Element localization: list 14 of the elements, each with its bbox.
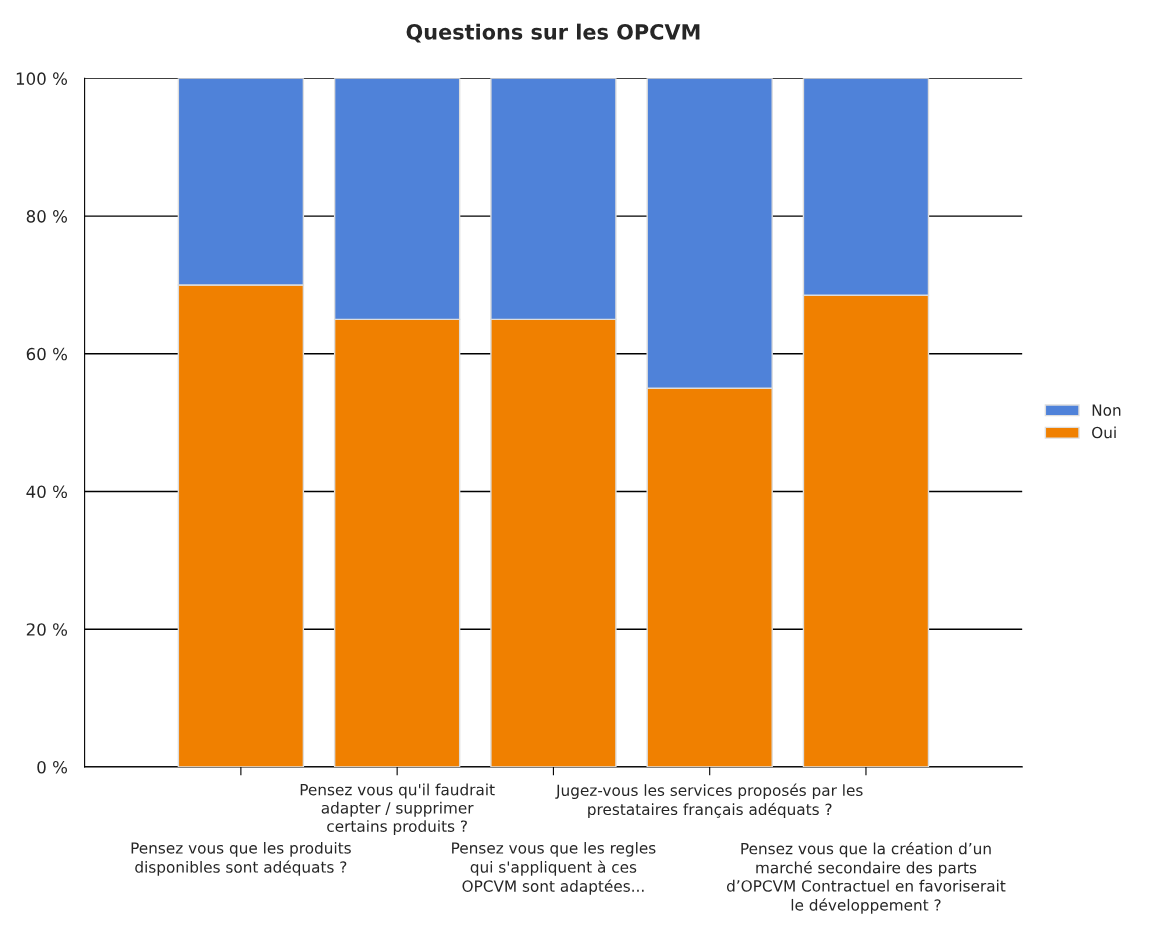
x-tick-label: Pensez vous que la création d’un marché secondaire des parts d’OPCVM Contractuel en favoriserait le développement ? (726, 841, 1006, 914)
legend-label: Non (1092, 404, 1121, 416)
y-tick-label: 20 % (26, 623, 68, 636)
y-tick-label: 60 % (26, 347, 68, 361)
x-tick-label: Pensez vous qu'il faudrait adapter / supprimer certains produits ? (300, 783, 495, 835)
chart-title: Questions sur les OPCVM (406, 23, 700, 43)
y-tick-label: 80 % (26, 210, 68, 223)
y-tick-label: 100 % (16, 72, 68, 85)
x-tick-label: Jugez-vous les services proposés par les prestataires français adéquats ? (555, 783, 863, 819)
x-tick-label: Pensez vous que les regles qui s'appliquent à ces OPCVM sont adaptées... (452, 841, 656, 895)
x-tick-label: Pensez vous que les produits disponibles sont adéquats ? (131, 841, 351, 876)
y-tick-label: 0 % (37, 760, 68, 774)
y-tick-label: 40 % (26, 485, 68, 499)
legend-label: Oui (1092, 426, 1116, 439)
